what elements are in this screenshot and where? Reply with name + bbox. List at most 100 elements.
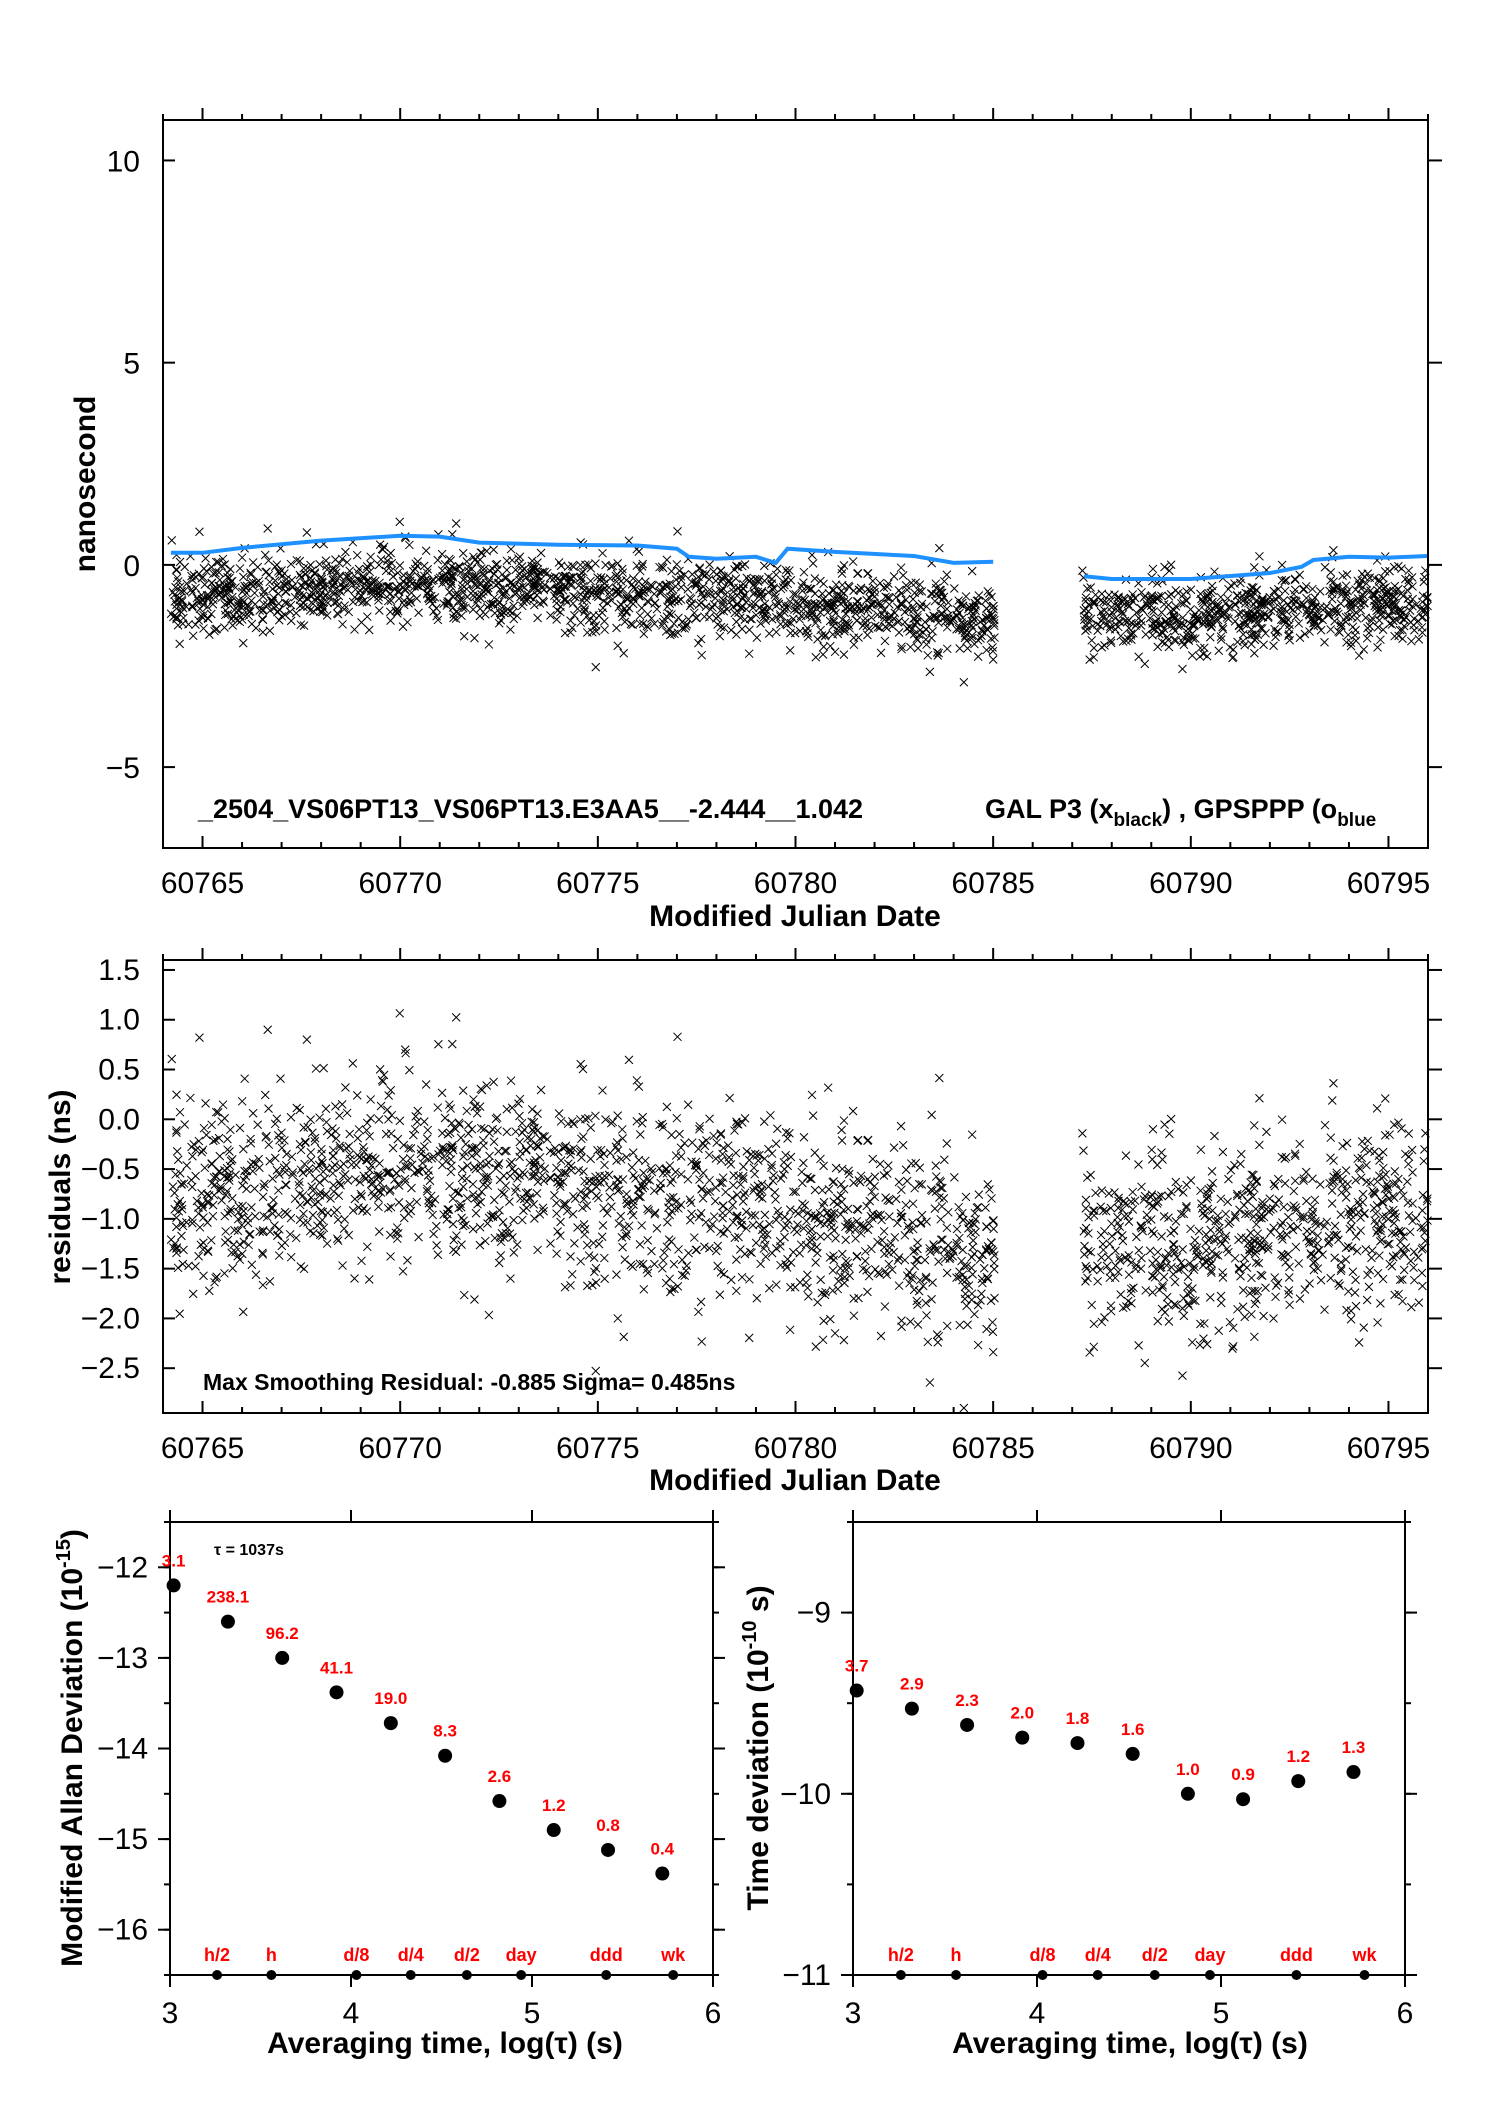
residual-point bbox=[1405, 1227, 1415, 1237]
gal-p3-point bbox=[1372, 606, 1381, 616]
gal-p3-point bbox=[889, 572, 899, 581]
residual-point bbox=[775, 1236, 785, 1246]
residual-point bbox=[1378, 1274, 1388, 1284]
gal-p3-point bbox=[220, 560, 230, 569]
residual-point bbox=[1118, 1236, 1128, 1246]
gal-p3-point bbox=[1342, 570, 1352, 579]
residual-point bbox=[217, 1195, 226, 1205]
residual-point bbox=[961, 1192, 971, 1202]
gal-p3-point bbox=[853, 569, 862, 578]
gal-p3-point bbox=[494, 573, 503, 583]
time-marker-dot bbox=[1204, 1970, 1215, 1980]
residual-point bbox=[826, 1218, 836, 1227]
gal-p3-point bbox=[1255, 551, 1264, 561]
residual-point bbox=[451, 1013, 461, 1022]
residual-point bbox=[1205, 1292, 1215, 1302]
residual-point bbox=[1376, 1299, 1385, 1308]
residual-point bbox=[599, 1253, 609, 1263]
gal-p3-point bbox=[1357, 569, 1367, 579]
gal-p3-point bbox=[657, 621, 667, 630]
time-marker-dot bbox=[212, 1970, 223, 1980]
y-tick-label: 1.5 bbox=[98, 954, 140, 987]
timeseries-title: _2504_VS06PT13_VS06PT13.E3AA5__-2.444__1… bbox=[197, 794, 863, 824]
gal-p3-point bbox=[248, 581, 258, 591]
residual-point bbox=[803, 1283, 812, 1293]
residual-point bbox=[550, 1190, 559, 1200]
gal-p3-point bbox=[764, 629, 774, 638]
residual-point bbox=[194, 1136, 204, 1146]
gal-p3-point bbox=[1106, 636, 1116, 645]
y-tick-label: 5 bbox=[123, 348, 140, 381]
residuals-y-ticks: 1.51.00.50.0−0.5−1.0−1.5−2.0−2.5 bbox=[81, 954, 1442, 1385]
residual-point bbox=[244, 1230, 254, 1239]
residual-point bbox=[221, 1227, 231, 1236]
gal-p3-point bbox=[933, 651, 943, 660]
residual-point bbox=[669, 1259, 679, 1269]
residual-point bbox=[1271, 1281, 1281, 1290]
residual-point bbox=[1390, 1167, 1400, 1176]
residual-point bbox=[386, 1202, 396, 1212]
gal-p3-point bbox=[887, 621, 897, 631]
residual-point bbox=[247, 1203, 256, 1212]
gal-p3-point bbox=[338, 619, 347, 629]
gal-p3-point bbox=[833, 629, 843, 639]
residual-point bbox=[1099, 1245, 1108, 1255]
residual-point bbox=[247, 1260, 257, 1270]
residual-point bbox=[1359, 1323, 1369, 1332]
gal-p3-point bbox=[785, 566, 794, 575]
gal-p3-point bbox=[194, 616, 204, 625]
residual-point bbox=[1305, 1279, 1314, 1288]
gal-p3-point bbox=[917, 599, 927, 609]
residual-point bbox=[594, 1239, 604, 1249]
residual-point bbox=[555, 1231, 565, 1241]
gal-p3-point bbox=[362, 597, 372, 607]
residual-point bbox=[896, 1121, 906, 1131]
residual-point bbox=[1341, 1166, 1351, 1175]
gal-p3-point bbox=[214, 568, 224, 577]
residual-point bbox=[392, 1168, 401, 1178]
gal-p3-point bbox=[218, 554, 228, 564]
residual-point bbox=[1239, 1260, 1249, 1270]
residual-point bbox=[420, 1142, 429, 1151]
gal-p3-point bbox=[273, 567, 283, 576]
residual-point bbox=[613, 1314, 623, 1323]
residual-point bbox=[908, 1199, 918, 1209]
residual-point bbox=[447, 1039, 457, 1049]
gal-p3-point bbox=[602, 598, 612, 608]
residual-point bbox=[816, 1275, 826, 1285]
gal-p3-point bbox=[702, 569, 711, 578]
residual-point bbox=[817, 1185, 827, 1195]
timeseries-points bbox=[166, 517, 1432, 687]
residual-point bbox=[799, 1158, 808, 1168]
allan-y-label: Modified Allan Deviation (10-15) bbox=[53, 1529, 89, 1967]
gal-p3-point bbox=[1419, 604, 1429, 614]
residual-point bbox=[942, 1268, 952, 1278]
gal-p3-point bbox=[725, 597, 734, 607]
gal-p3-point bbox=[745, 614, 755, 624]
residual-point bbox=[505, 1171, 515, 1181]
gal-p3-point bbox=[494, 618, 504, 628]
gal-p3-point bbox=[1210, 567, 1219, 577]
residual-point bbox=[296, 1165, 306, 1175]
residual-point bbox=[567, 1269, 577, 1279]
residual-point bbox=[968, 1242, 978, 1252]
gal-p3-point bbox=[967, 566, 977, 576]
gal-p3-point bbox=[591, 662, 601, 672]
residual-point bbox=[431, 1221, 441, 1231]
residual-point bbox=[697, 1337, 707, 1346]
gal-p3-point bbox=[1164, 591, 1174, 601]
residual-point bbox=[1106, 1301, 1116, 1311]
gal-p3-point bbox=[498, 602, 508, 612]
residual-point bbox=[739, 1162, 748, 1172]
residual-point bbox=[239, 1175, 249, 1185]
gal-p3-point bbox=[226, 597, 235, 606]
deviation-point-label: 238.1 bbox=[207, 1588, 250, 1607]
gal-p3-point bbox=[386, 616, 395, 625]
gal-p3-point bbox=[1187, 651, 1197, 660]
gal-p3-point bbox=[1205, 632, 1215, 642]
gal-p3-point bbox=[1178, 613, 1188, 623]
residual-point bbox=[635, 1240, 645, 1249]
residual-point bbox=[201, 1098, 210, 1108]
residual-point bbox=[658, 1256, 668, 1265]
gal-p3-point bbox=[1152, 594, 1162, 604]
